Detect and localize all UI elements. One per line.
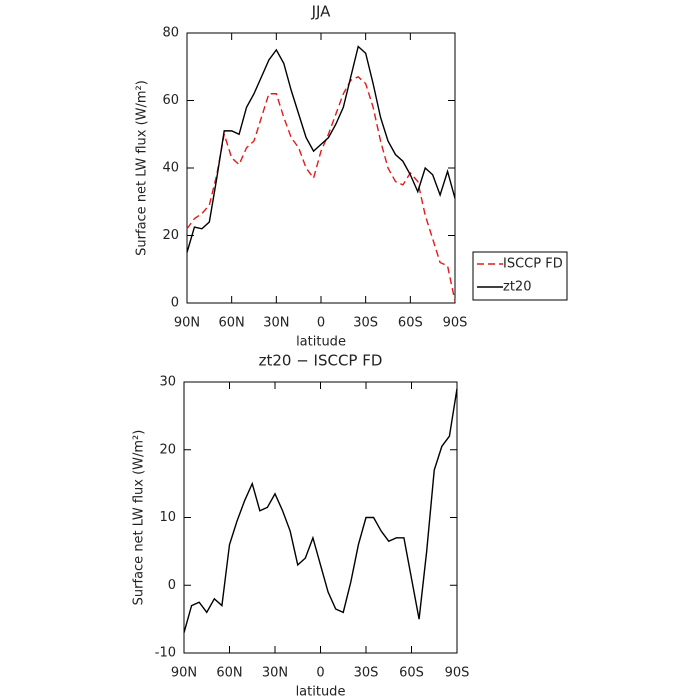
plot-frame: [183, 381, 458, 654]
x-tick-label: 0: [316, 666, 324, 681]
x-tick-label: 30N: [263, 316, 289, 331]
y-tick-label: 40: [162, 161, 179, 176]
chart-title: zt20 − ISCCP FD: [259, 352, 383, 370]
chart-title: JJA: [311, 3, 332, 21]
x-tick-label: 90S: [443, 316, 468, 331]
legend-box: [472, 251, 568, 301]
y-tick-label: 60: [162, 93, 179, 108]
x-axis-label: latitude: [296, 685, 346, 700]
x-tick-label: 90S: [445, 666, 470, 681]
x-tick-label: 60N: [219, 316, 245, 331]
y-tick-label: 30: [159, 375, 176, 390]
x-tick-label: 60N: [216, 666, 242, 681]
x-tick-label: 60S: [399, 666, 424, 681]
x-tick-label: 30S: [354, 666, 379, 681]
y-tick-label: 20: [162, 228, 179, 243]
y-tick-label: 10: [159, 510, 176, 525]
y-axis-label: Surface net LW flux (W/m²): [132, 430, 147, 606]
x-tick-label: 0: [317, 316, 325, 331]
x-tick-label: 60S: [398, 316, 423, 331]
y-tick-label: 80: [162, 26, 179, 41]
x-tick-label: 90N: [174, 316, 200, 331]
plot-frame: [186, 32, 456, 304]
y-axis-label: Surface net LW flux (W/m²): [135, 80, 150, 256]
y-tick-label: 20: [159, 442, 176, 457]
x-tick-label: 30N: [262, 666, 288, 681]
legend-label: ISCCP FD: [503, 257, 563, 272]
data-line: [186, 45, 456, 253]
data-line: [186, 76, 456, 302]
x-axis-label: latitude: [296, 335, 346, 350]
x-tick-label: 90N: [171, 666, 197, 681]
legend-label: zt20: [503, 280, 531, 295]
x-tick-label: 30S: [353, 316, 378, 331]
y-tick-label: -10: [155, 646, 176, 661]
data-line: [183, 388, 458, 633]
y-tick-label: 0: [171, 296, 179, 311]
y-tick-label: 0: [168, 578, 176, 593]
